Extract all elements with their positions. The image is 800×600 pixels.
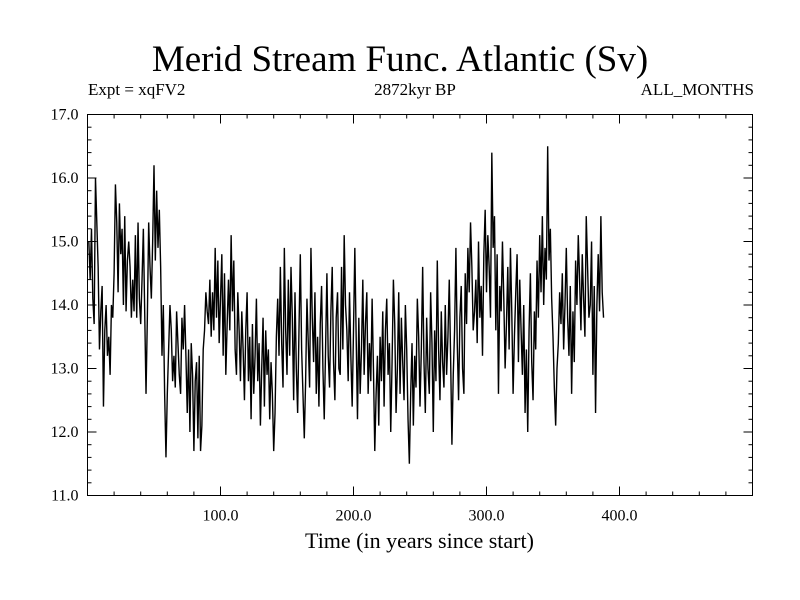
tick-labels-layer: 11.0 12.0 13.0 14.0 15.0 16.0 17.0 100.0 200.0 30… xyxy=(51,107,638,525)
x-axis-label: Time (in years since start) xyxy=(305,528,534,553)
y-tick-label: 13.0 xyxy=(51,361,79,378)
series-layer xyxy=(88,146,605,464)
y-tick-label: 16.0 xyxy=(51,170,79,187)
y-tick-label: 15.0 xyxy=(51,234,79,251)
y-tick-label: 14.0 xyxy=(51,297,79,314)
y-tick-label: 12.0 xyxy=(51,424,79,441)
experiment-label: Expt = xqFV2 xyxy=(88,80,186,99)
y-tick-label: 11.0 xyxy=(51,488,78,505)
y-tick-label: 17.0 xyxy=(51,107,79,124)
x-tick-label: 400.0 xyxy=(602,508,638,525)
chart-title: Merid Stream Func. Atlantic (Sv) xyxy=(151,39,649,80)
x-tick-label: 100.0 xyxy=(203,508,239,525)
ticks-layer xyxy=(87,114,753,496)
plot-frame xyxy=(87,114,753,496)
x-tick-label: 300.0 xyxy=(469,508,505,525)
x-tick-label: 200.0 xyxy=(336,508,372,525)
series-line-0 xyxy=(88,146,605,464)
period-label: 2872kyr BP xyxy=(374,80,456,99)
months-label: ALL_MONTHS xyxy=(640,80,754,99)
